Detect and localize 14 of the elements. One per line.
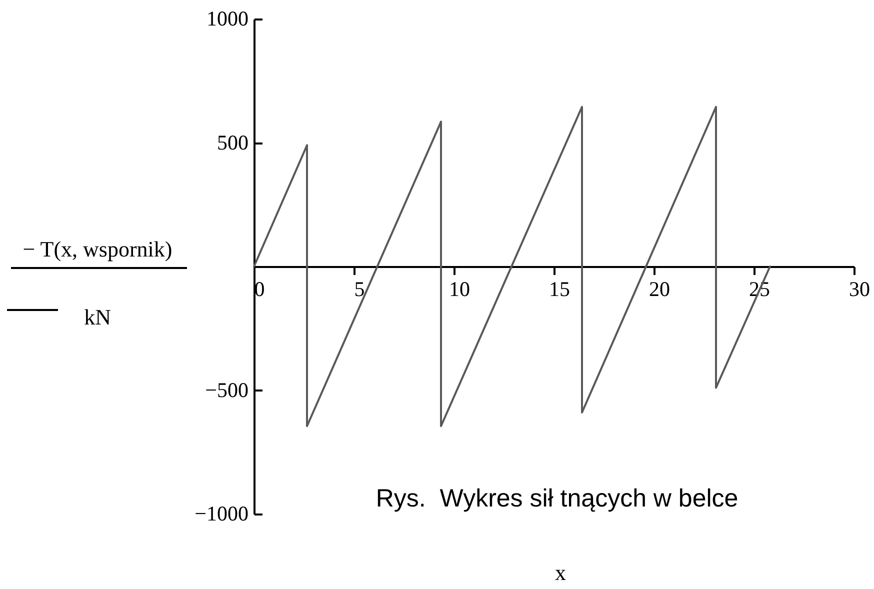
x-tick-label: 20 <box>649 277 670 301</box>
text: − T(x, wspornik) kN <box>22 236 172 330</box>
line-series <box>253 106 771 428</box>
y-tick-label: −500 <box>205 378 248 402</box>
x-axis-title: x <box>555 560 566 585</box>
y-tick-label: −1000 <box>194 502 248 526</box>
y-tick-label: 500 <box>217 130 248 154</box>
annotation: Rys. Wykres sił tnących w belce <box>376 484 738 513</box>
x-tick-label: 15 <box>549 277 570 301</box>
x-tick-label: 10 <box>449 277 470 301</box>
x-tick-label: 30 <box>849 277 870 301</box>
x-tick-label: 5 <box>354 277 365 301</box>
x-tick-label: 0 <box>254 277 265 301</box>
y-tick-label: 1000 <box>206 6 248 30</box>
